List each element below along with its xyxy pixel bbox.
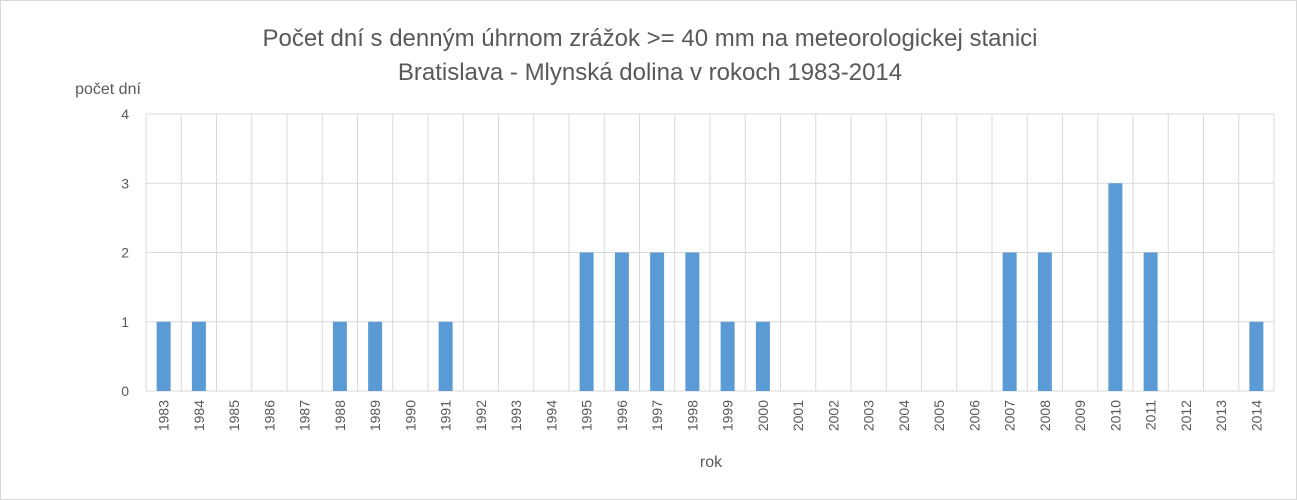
bar bbox=[332, 321, 347, 391]
bar bbox=[1143, 252, 1158, 391]
bar bbox=[720, 321, 735, 391]
x-tick-label: 1993 bbox=[508, 400, 524, 431]
y-tick-label: 2 bbox=[121, 245, 129, 261]
y-tick-labels: 0 1 2 3 4 bbox=[121, 106, 129, 399]
x-tick-label: 2000 bbox=[755, 400, 771, 431]
x-tick-label: 2010 bbox=[1107, 400, 1123, 431]
chart-title-line-2: Bratislava - Mlynská dolina v rokoch 198… bbox=[398, 59, 902, 86]
bar bbox=[1108, 183, 1123, 391]
bars bbox=[156, 183, 1264, 391]
x-tick-label: 2011 bbox=[1143, 400, 1159, 430]
bar bbox=[1037, 252, 1052, 391]
x-tick-label: 2008 bbox=[1037, 400, 1053, 431]
x-tick-label: 1985 bbox=[226, 400, 242, 431]
x-tick-label: 1990 bbox=[402, 400, 418, 431]
y-axis-label: počet dní bbox=[75, 81, 141, 98]
x-tick-label: 1994 bbox=[543, 400, 559, 431]
x-tick-label: 1992 bbox=[473, 400, 489, 431]
x-tick-label: 2007 bbox=[1002, 400, 1018, 431]
bar bbox=[579, 252, 594, 391]
x-tick-label: 2004 bbox=[896, 400, 912, 431]
x-tick-label: 2006 bbox=[966, 400, 982, 431]
x-tick-label: 1987 bbox=[297, 400, 313, 431]
x-axis-label: rok bbox=[700, 454, 723, 471]
bar bbox=[1249, 321, 1264, 391]
x-tick-label: 1984 bbox=[191, 400, 207, 431]
bar bbox=[650, 252, 665, 391]
bar bbox=[1002, 252, 1017, 391]
y-tick-label: 4 bbox=[121, 106, 129, 122]
y-tick-label: 3 bbox=[121, 175, 129, 191]
grid-lines bbox=[145, 113, 1275, 392]
x-tick-label: 1996 bbox=[614, 400, 630, 431]
bar bbox=[156, 321, 171, 391]
x-tick-label: 1988 bbox=[332, 400, 348, 431]
y-tick-label: 0 bbox=[121, 383, 129, 399]
x-tick-label: 1997 bbox=[649, 400, 665, 431]
x-tick-label: 2013 bbox=[1213, 400, 1229, 431]
x-tick-label: 2009 bbox=[1072, 400, 1088, 431]
bar bbox=[191, 321, 206, 391]
x-tick-labels: 1983 1984 1985 1986 1987 1988 1989 1990 1991 1992… bbox=[156, 400, 1265, 431]
x-tick-label: 1983 bbox=[156, 400, 172, 431]
x-tick-label: 1998 bbox=[684, 400, 700, 431]
x-tick-label: 2001 bbox=[790, 400, 806, 431]
bar bbox=[614, 252, 629, 391]
x-tick-label: 2002 bbox=[825, 400, 841, 431]
x-tick-label: 1989 bbox=[367, 400, 383, 431]
x-tick-label: 1986 bbox=[261, 400, 277, 431]
x-tick-label: 2003 bbox=[861, 400, 877, 431]
bar bbox=[685, 252, 700, 391]
x-tick-label: 2012 bbox=[1178, 400, 1194, 431]
x-tick-label: 1991 bbox=[438, 400, 454, 431]
bar bbox=[438, 321, 453, 391]
y-tick-label: 1 bbox=[121, 314, 129, 330]
x-tick-label: 1995 bbox=[579, 400, 595, 431]
chart-title-line-1: Počet dní s denným úhrnom zrážok >= 40 m… bbox=[262, 25, 1037, 52]
bar bbox=[368, 321, 383, 391]
x-tick-label: 2014 bbox=[1248, 400, 1264, 431]
x-tick-label: 1999 bbox=[720, 400, 736, 431]
x-tick-label: 2005 bbox=[931, 400, 947, 431]
bar bbox=[755, 321, 770, 391]
